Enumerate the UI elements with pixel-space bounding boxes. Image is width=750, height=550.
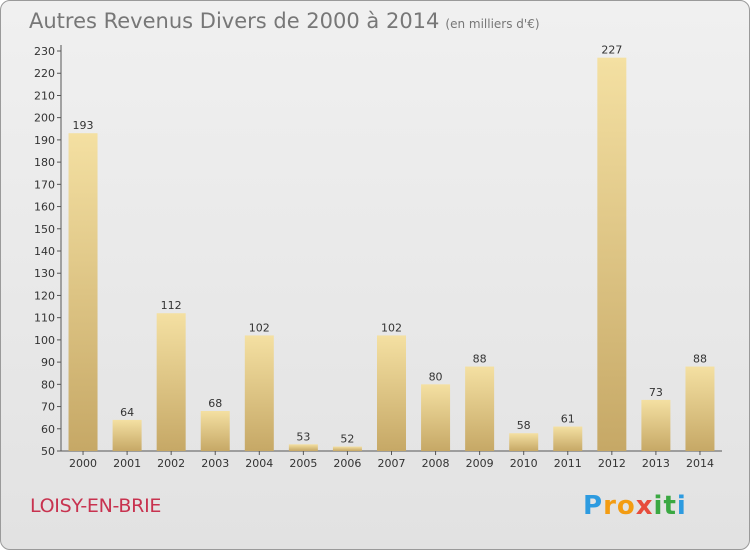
x-tick-label: 2001 xyxy=(113,457,141,470)
data-label: 58 xyxy=(517,419,531,432)
data-label: 102 xyxy=(249,321,270,334)
y-tick-label: 190 xyxy=(34,134,55,147)
bar xyxy=(421,384,451,451)
data-label: 64 xyxy=(120,406,134,419)
data-label: 80 xyxy=(429,370,443,383)
data-label: 88 xyxy=(473,353,487,366)
bar xyxy=(641,399,671,451)
y-tick-label: 90 xyxy=(41,356,55,369)
bar xyxy=(332,446,362,451)
x-tick-label: 2008 xyxy=(422,457,450,470)
y-tick-label: 210 xyxy=(34,89,55,102)
logo-letter: o xyxy=(616,491,636,521)
y-tick-label: 140 xyxy=(34,245,55,258)
data-label: 193 xyxy=(73,119,94,132)
x-tick-label: 2009 xyxy=(466,457,494,470)
proxiti-logo: Proxiti xyxy=(583,491,687,521)
logo-letter: i xyxy=(676,491,687,521)
bar xyxy=(685,366,715,451)
logo-letter: i xyxy=(653,491,664,521)
bar xyxy=(465,366,495,451)
y-tick-label: 130 xyxy=(34,267,55,280)
title-unit: (en milliers d'€) xyxy=(445,17,540,31)
bar xyxy=(200,411,230,451)
logo-letter: x xyxy=(635,491,654,521)
x-tick-label: 2000 xyxy=(69,457,97,470)
bar xyxy=(509,433,539,451)
commune-name: LOISY-EN-BRIE xyxy=(30,495,162,517)
bar xyxy=(244,335,274,451)
y-tick-label: 110 xyxy=(34,312,55,325)
data-label: 227 xyxy=(601,44,622,57)
x-tick-label: 2011 xyxy=(554,457,582,470)
bar xyxy=(288,444,318,451)
x-tick-label: 2006 xyxy=(333,457,361,470)
y-tick-label: 180 xyxy=(34,156,55,169)
bar xyxy=(112,419,142,451)
y-tick-label: 200 xyxy=(34,112,55,125)
logo-letter: r xyxy=(603,491,617,521)
bar xyxy=(553,426,583,451)
logo-letter: t xyxy=(663,491,677,521)
y-tick-label: 70 xyxy=(41,401,55,414)
bar xyxy=(597,57,627,452)
data-label: 68 xyxy=(208,397,222,410)
y-tick-label: 150 xyxy=(34,223,55,236)
bar xyxy=(68,133,98,451)
logo-letter: P xyxy=(583,491,604,521)
x-tick-label: 2005 xyxy=(289,457,317,470)
y-tick-label: 220 xyxy=(34,67,55,80)
data-label: 112 xyxy=(161,299,182,312)
y-tick-label: 160 xyxy=(34,201,55,214)
chart-title: Autres Revenus Divers de 2000 à 2014 (en … xyxy=(29,9,540,33)
data-label: 53 xyxy=(296,430,310,443)
bar xyxy=(377,335,406,451)
data-label: 61 xyxy=(561,413,575,426)
data-label: 52 xyxy=(340,433,354,446)
x-tick-label: 2002 xyxy=(157,457,185,470)
x-tick-label: 2004 xyxy=(245,457,273,470)
y-tick-label: 80 xyxy=(41,378,55,391)
y-tick-label: 50 xyxy=(41,445,55,458)
title-text: Autres Revenus Divers de 2000 à 2014 xyxy=(29,9,440,33)
x-tick-label: 2012 xyxy=(598,457,626,470)
y-tick-label: 100 xyxy=(34,334,55,347)
x-tick-label: 2003 xyxy=(201,457,229,470)
data-label: 102 xyxy=(381,321,402,334)
y-tick-label: 170 xyxy=(34,178,55,191)
x-tick-label: 2007 xyxy=(378,457,406,470)
y-tick-label: 230 xyxy=(34,45,55,58)
data-label: 73 xyxy=(649,386,663,399)
y-tick-label: 120 xyxy=(34,289,55,302)
y-tick-label: 60 xyxy=(41,423,55,436)
x-tick-label: 2014 xyxy=(686,457,714,470)
data-label: 88 xyxy=(693,353,707,366)
x-tick-label: 2013 xyxy=(642,457,670,470)
x-tick-label: 2010 xyxy=(510,457,538,470)
bar xyxy=(156,313,186,451)
